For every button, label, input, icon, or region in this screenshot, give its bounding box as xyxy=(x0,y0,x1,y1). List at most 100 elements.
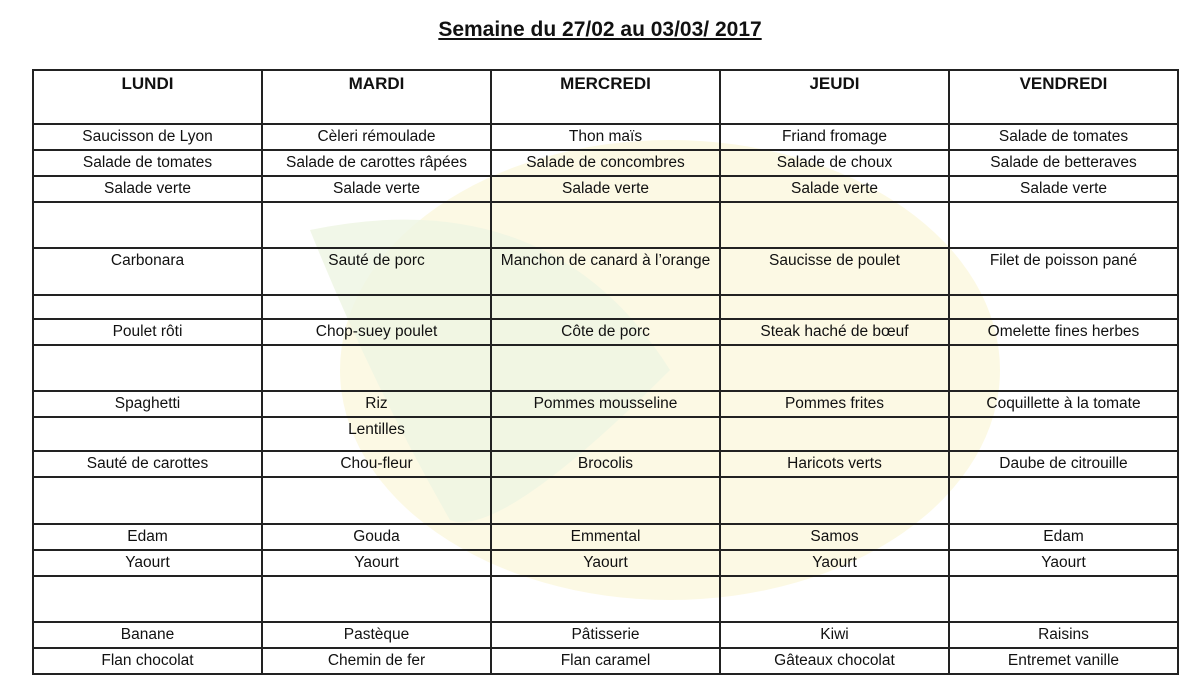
menu-cell xyxy=(719,344,950,392)
menu-cell xyxy=(32,294,263,320)
menu-cell xyxy=(948,575,1179,623)
menu-cell: Cèleri rémoulade xyxy=(261,123,492,151)
day-header-mardi: MARDI xyxy=(261,69,492,125)
day-header-vendredi: VENDREDI xyxy=(948,69,1179,125)
menu-cell: Edam xyxy=(32,523,263,551)
menu-cell xyxy=(719,416,950,452)
menu-table: LUNDI MARDI MERCREDI JEUDI VENDREDI Saucisso… xyxy=(32,69,1179,675)
menu-cell xyxy=(261,575,492,623)
menu-cell xyxy=(32,201,263,249)
menu-cell: Salade verte xyxy=(490,175,721,203)
menu-row xyxy=(32,294,1179,320)
menu-cell: Côte de porc xyxy=(490,318,721,346)
menu-cell: Saucisson de Lyon xyxy=(32,123,263,151)
menu-row: Poulet rôti Chop-suey poulet Côte de porc S… xyxy=(32,318,1179,346)
menu-cell: Chemin de fer xyxy=(261,647,492,675)
menu-cell xyxy=(490,201,721,249)
menu-cell: Salade de carottes râpées xyxy=(261,149,492,177)
menu-cell: Yaourt xyxy=(32,549,263,577)
menu-cell xyxy=(490,294,721,320)
menu-cell: Poulet rôti xyxy=(32,318,263,346)
menu-cell xyxy=(948,476,1179,525)
menu-cell: Pâtisserie xyxy=(490,621,721,649)
menu-cell xyxy=(948,344,1179,392)
menu-cell: Salade de concombres xyxy=(490,149,721,177)
menu-cell xyxy=(261,476,492,525)
menu-row: Saucisson de Lyon Cèleri rémoulade Thon ma… xyxy=(32,123,1179,151)
menu-cell xyxy=(32,575,263,623)
menu-cell: Salade verte xyxy=(32,175,263,203)
menu-cell xyxy=(261,344,492,392)
menu-cell: Yaourt xyxy=(261,549,492,577)
menu-row: Spaghetti Riz Pommes mousseline Pommes frit… xyxy=(32,390,1179,418)
menu-row xyxy=(32,575,1179,623)
menu-cell: Yaourt xyxy=(948,549,1179,577)
menu-cell: Riz xyxy=(261,390,492,418)
menu-cell xyxy=(948,201,1179,249)
menu-cell: Salade verte xyxy=(719,175,950,203)
menu-row: Carbonara Sauté de porc Manchon de canard … xyxy=(32,247,1179,296)
menu-cell: Gâteaux chocolat xyxy=(719,647,950,675)
menu-cell xyxy=(32,344,263,392)
menu-cell: Coquillette à la tomate xyxy=(948,390,1179,418)
menu-row: Salade verte Salade verte Salade verte Sala… xyxy=(32,175,1179,203)
day-header-jeudi: JEUDI xyxy=(719,69,950,125)
menu-cell xyxy=(719,294,950,320)
menu-cell: Salade de choux xyxy=(719,149,950,177)
menu-cell: Friand fromage xyxy=(719,123,950,151)
menu-cell xyxy=(32,476,263,525)
menu-cell xyxy=(490,575,721,623)
menu-cell: Sauté de carottes xyxy=(32,450,263,478)
menu-cell: Haricots verts xyxy=(719,450,950,478)
menu-cell: Gouda xyxy=(261,523,492,551)
menu-cell: Yaourt xyxy=(490,549,721,577)
menu-row xyxy=(32,344,1179,392)
menu-cell: Carbonara xyxy=(32,247,263,296)
menu-row: Banane Pastèque Pâtisserie Kiwi Raisins xyxy=(32,621,1179,649)
menu-cell xyxy=(490,476,721,525)
menu-cell: Manchon de canard à l’orange xyxy=(490,247,721,296)
menu-cell: Pommes mousseline xyxy=(490,390,721,418)
menu-cell: Brocolis xyxy=(490,450,721,478)
menu-cell: Spaghetti xyxy=(32,390,263,418)
menu-cell: Chou-fleur xyxy=(261,450,492,478)
menu-cell: Kiwi xyxy=(719,621,950,649)
menu-cell xyxy=(261,294,492,320)
menu-cell xyxy=(719,575,950,623)
menu-cell: Raisins xyxy=(948,621,1179,649)
menu-cell: Banane xyxy=(32,621,263,649)
menu-row: Flan chocolat Chemin de fer Flan caramel Gâ… xyxy=(32,647,1179,675)
menu-cell: Flan caramel xyxy=(490,647,721,675)
menu-cell: Daube de citrouille xyxy=(948,450,1179,478)
day-header-mercredi: MERCREDI xyxy=(490,69,721,125)
menu-cell xyxy=(719,201,950,249)
menu-cell: Pommes frites xyxy=(719,390,950,418)
menu-row: Salade de tomates Salade de carottes râpé… xyxy=(32,149,1179,177)
menu-cell: Lentilles xyxy=(261,416,492,452)
menu-cell xyxy=(719,476,950,525)
menu-cell: Saucisse de poulet xyxy=(719,247,950,296)
day-header-lundi: LUNDI xyxy=(32,69,263,125)
day-header-row: LUNDI MARDI MERCREDI JEUDI VENDREDI xyxy=(32,69,1179,125)
menu-cell: Salade verte xyxy=(261,175,492,203)
menu-cell: Omelette fines herbes xyxy=(948,318,1179,346)
menu-cell: Salade de betteraves xyxy=(948,149,1179,177)
menu-cell xyxy=(261,201,492,249)
menu-row: Edam Gouda Emmental Samos Edam xyxy=(32,523,1179,551)
menu-cell: Sauté de porc xyxy=(261,247,492,296)
menu-cell xyxy=(32,416,263,452)
menu-row xyxy=(32,476,1179,525)
menu-row: Lentilles xyxy=(32,416,1179,452)
menu-cell xyxy=(948,416,1179,452)
menu-cell: Salade de tomates xyxy=(948,123,1179,151)
menu-cell: Salade de tomates xyxy=(32,149,263,177)
menu-cell: Filet de poisson pané xyxy=(948,247,1179,296)
menu-row: Sauté de carottes Chou-fleur Brocolis Haric… xyxy=(32,450,1179,478)
menu-row: Yaourt Yaourt Yaourt Yaourt Yaourt xyxy=(32,549,1179,577)
menu-cell: Thon maïs xyxy=(490,123,721,151)
menu-cell: Pastèque xyxy=(261,621,492,649)
menu-cell xyxy=(490,416,721,452)
menu-cell: Yaourt xyxy=(719,549,950,577)
page-title: Semaine du 27/02 au 03/03/ 2017 xyxy=(438,18,762,41)
menu-cell: Emmental xyxy=(490,523,721,551)
